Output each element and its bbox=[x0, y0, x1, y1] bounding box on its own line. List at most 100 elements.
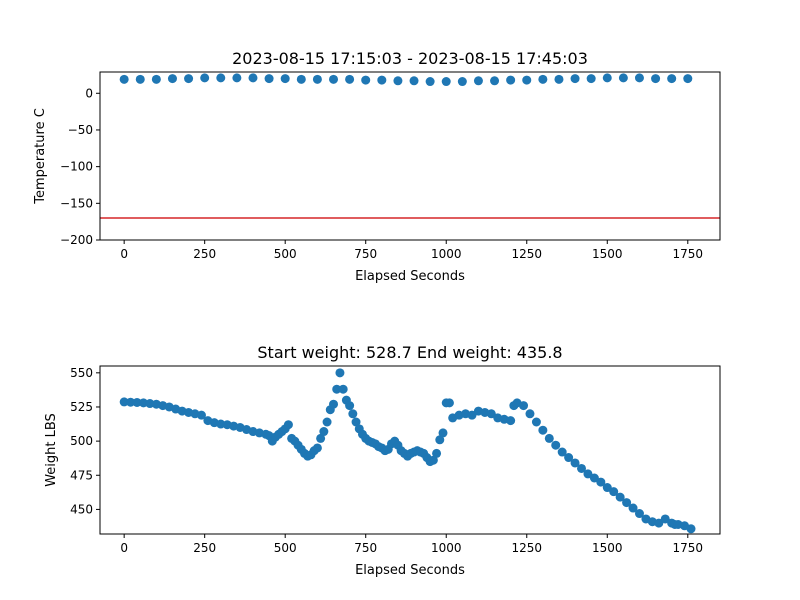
temperature-y-tick-label: −150 bbox=[60, 196, 93, 210]
temperature-data-point bbox=[135, 74, 145, 84]
temperature-data-point bbox=[377, 75, 387, 85]
temperature-data-point bbox=[425, 77, 435, 87]
temperature-data-point bbox=[522, 75, 532, 85]
weight-data-point bbox=[577, 463, 587, 473]
weight-data-point bbox=[196, 410, 206, 420]
temperature-x-tick-label: 750 bbox=[354, 247, 377, 261]
weight-data-point bbox=[351, 417, 361, 427]
weight-data-point bbox=[444, 398, 454, 408]
temperature-data-point bbox=[296, 74, 306, 84]
weight-data-point bbox=[557, 447, 567, 457]
weight-data-point bbox=[602, 483, 612, 493]
temperature-data-point bbox=[490, 76, 500, 86]
temperature-data-point bbox=[457, 77, 467, 87]
weight-x-tick-label: 0 bbox=[120, 541, 128, 555]
temperature-data-point bbox=[264, 74, 274, 84]
weight-x-tick-label: 750 bbox=[354, 541, 377, 555]
weight-x-tick-label: 1750 bbox=[673, 541, 704, 555]
weight-data-point bbox=[132, 397, 142, 407]
temperature-data-point bbox=[393, 76, 403, 86]
weight-x-tick-label: 1000 bbox=[431, 541, 462, 555]
temperature-data-point bbox=[329, 74, 339, 84]
weight-y-tick-label: 500 bbox=[70, 434, 93, 448]
weight-data-point bbox=[596, 477, 606, 487]
weight-y-axis-label: Weight LBS bbox=[44, 413, 59, 487]
weight-data-point bbox=[570, 458, 580, 468]
temperature-plot-frame bbox=[99, 71, 721, 241]
temperature-data-point bbox=[280, 74, 290, 84]
weight-data-point bbox=[551, 440, 561, 450]
weight-x-tick-label: 250 bbox=[193, 541, 216, 555]
weight-data-point bbox=[660, 514, 670, 524]
weight-data-point bbox=[486, 409, 496, 419]
weight-data-point bbox=[538, 425, 548, 435]
temperature-data-point bbox=[683, 74, 693, 84]
weight-data-point bbox=[634, 509, 644, 519]
temperature-data-point bbox=[473, 76, 483, 86]
temperature-x-tick-label: 1250 bbox=[511, 247, 542, 261]
temperature-y-tick-label: −200 bbox=[60, 233, 93, 247]
temperature-data-point bbox=[345, 74, 355, 84]
temperature-x-tick-label: 1750 bbox=[673, 247, 704, 261]
weight-data-point bbox=[348, 409, 358, 419]
weight-data-point bbox=[312, 443, 322, 453]
weight-data-point bbox=[119, 397, 129, 407]
temperature-x-axis-label: Elapsed Seconds bbox=[355, 269, 465, 284]
temperature-data-point bbox=[184, 74, 194, 84]
temperature-data-point bbox=[554, 74, 564, 84]
weight-data-point bbox=[686, 524, 696, 534]
temperature-data-point bbox=[312, 74, 322, 84]
temperature-x-tick-label: 1000 bbox=[431, 247, 462, 261]
temperature-chart-title: 2023-08-15 17:15:03 - 2023-08-15 17:45:0… bbox=[232, 49, 588, 68]
temperature-data-point bbox=[602, 73, 612, 83]
temperature-x-tick-label: 0 bbox=[120, 247, 128, 261]
temperature-data-point bbox=[216, 73, 226, 83]
weight-data-point bbox=[628, 503, 638, 513]
temperature-x-tick-label: 1500 bbox=[592, 247, 623, 261]
weight-chart: Start weight: 528.7 End weight: 435.8 0 2… bbox=[44, 343, 721, 578]
temperature-data-point bbox=[506, 75, 516, 85]
weight-data-point bbox=[435, 435, 445, 445]
weight-data-point bbox=[338, 384, 348, 394]
temperature-y-tick-label: 0 bbox=[85, 86, 93, 100]
temperature-data-point bbox=[167, 74, 177, 84]
weight-data-point bbox=[316, 433, 326, 443]
temperature-x-tick-label: 250 bbox=[193, 247, 216, 261]
weight-data-point bbox=[589, 473, 599, 483]
temperature-data-point bbox=[248, 73, 258, 83]
weight-y-tick-label: 450 bbox=[70, 502, 93, 516]
weight-data-point bbox=[467, 410, 477, 420]
temperature-data-point bbox=[651, 74, 661, 84]
weight-data-point bbox=[319, 427, 329, 437]
weight-x-axis-label: Elapsed Seconds bbox=[355, 563, 465, 578]
temperature-data-point bbox=[634, 73, 644, 83]
weight-y-tick-label: 475 bbox=[70, 468, 93, 482]
weight-data-point bbox=[519, 401, 529, 411]
temperature-data-point bbox=[409, 76, 419, 86]
temperature-data-point bbox=[586, 74, 596, 84]
temperature-data-point bbox=[200, 73, 210, 83]
weight-data-point bbox=[525, 409, 535, 419]
weight-data-point bbox=[622, 498, 632, 508]
temperature-chart: 2023-08-15 17:15:03 - 2023-08-15 17:45:0… bbox=[33, 49, 721, 284]
weight-y-tick-label: 525 bbox=[70, 400, 93, 414]
weight-y-tick-label: 550 bbox=[70, 366, 93, 380]
temperature-data-point bbox=[570, 74, 580, 84]
weight-x-tick-label: 1250 bbox=[511, 541, 542, 555]
temperature-data-point bbox=[618, 73, 628, 83]
temperature-data-point bbox=[119, 74, 129, 84]
temperature-data-point bbox=[232, 73, 242, 83]
weight-data-point bbox=[126, 397, 136, 407]
weight-data-point bbox=[609, 487, 619, 497]
weight-data-point bbox=[428, 455, 438, 465]
weight-x-tick-label: 1500 bbox=[592, 541, 623, 555]
weight-data-point bbox=[432, 448, 442, 458]
weight-data-point bbox=[283, 420, 293, 430]
weight-data-point bbox=[531, 417, 541, 427]
weight-plot-frame bbox=[99, 365, 721, 535]
weight-data-point bbox=[544, 433, 554, 443]
weight-data-point bbox=[654, 518, 664, 528]
weight-data-point bbox=[345, 401, 355, 411]
weight-data-point bbox=[438, 428, 448, 438]
